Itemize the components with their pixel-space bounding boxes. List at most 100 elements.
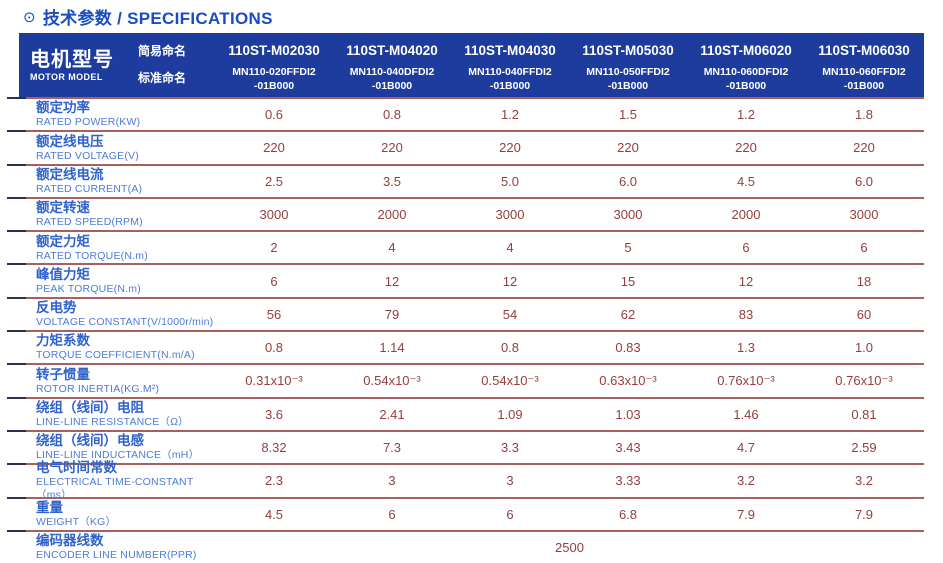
spec-value: 3.2 <box>854 473 874 489</box>
spec-value: 62 <box>620 306 636 322</box>
model-standard-name: MN110-020FFDI2 -01B000 <box>232 66 316 92</box>
spec-label-en: ROTOR INERTIA(KG.M²) <box>36 382 160 395</box>
spec-label-en: WEIGHT（KG） <box>36 515 117 528</box>
model-standard-name: MN110-060FFDI2 -01B000 <box>822 66 906 92</box>
spec-value: 12 <box>384 273 400 289</box>
spec-label-en: RATED POWER(KW) <box>36 116 141 129</box>
spec-label-cn: 峰值力矩 <box>36 266 90 282</box>
spec-value: 79 <box>384 306 400 322</box>
spec-value: 0.31x10⁻³ <box>245 373 303 389</box>
spec-label-cn: 重量 <box>36 499 63 515</box>
spec-value: 7.3 <box>382 440 402 456</box>
spec-value: 2.5 <box>264 173 284 189</box>
spec-label: 额定转速 RATED SPEED(RPM) <box>19 200 215 229</box>
spec-value: 6 <box>270 273 278 289</box>
spec-label-en: VOLTAGE CONSTANT(V/1000r/min) <box>36 316 214 329</box>
spec-value: 4.5 <box>736 173 756 189</box>
model-simple-name: 110ST-M05030 <box>582 43 674 58</box>
row-divider <box>7 196 924 199</box>
spec-value: 2.3 <box>264 473 284 489</box>
spec-value: 1.03 <box>615 406 641 422</box>
spec-label-cn: 额定线电流 <box>36 166 104 182</box>
spec-value: 220 <box>617 140 639 156</box>
spec-value: 0.81 <box>851 406 877 422</box>
spec-row: 绕组（线间）电阻 LINE-LINE RESISTANCE（Ω） 3.6 2.41 1.… <box>19 399 924 430</box>
spec-label: 转子惯量 ROTOR INERTIA(KG.M²) <box>19 367 215 396</box>
spec-label: 反电势 VOLTAGE CONSTANT(V/1000r/min) <box>19 300 215 329</box>
spec-value: 60 <box>856 306 872 322</box>
model-standard-name: MN110-040FFDI2 -01B000 <box>468 66 552 92</box>
spec-value: 12 <box>738 273 754 289</box>
spec-label-en: RATED VOLTAGE(V) <box>36 149 139 162</box>
spec-label: 力矩系数 TORQUE COEFFICIENT(N.m/A) <box>19 333 215 362</box>
spec-value: 220 <box>263 140 285 156</box>
page-title: ⊙ 技术参数 / SPECIFICATIONS <box>0 0 943 33</box>
model-column-header: 110ST-M04030 MN110-040FFDI2 -01B000 <box>451 33 569 97</box>
spec-value: 220 <box>735 140 757 156</box>
model-columns: 110ST-M02030 MN110-020FFDI2 -01B000 110ST-… <box>215 33 923 97</box>
spec-label: 额定线电压 RATED VOLTAGE(V) <box>19 134 215 163</box>
spec-value: 54 <box>502 306 518 322</box>
spec-value: 6 <box>506 506 514 522</box>
spec-value: 0.54x10⁻³ <box>363 373 421 389</box>
simple-name-label: 简易命名 <box>138 44 187 58</box>
motor-model-title-en: MOTOR MODEL <box>30 71 103 82</box>
spec-value: 4 <box>506 240 514 256</box>
spec-value: 1.2 <box>500 107 520 123</box>
spec-label-cn: 反电势 <box>36 300 77 316</box>
spec-label-cn: 额定力矩 <box>36 233 90 249</box>
model-column-header: 110ST-M04020 MN110-040DFDI2 -01B000 <box>333 33 451 97</box>
spec-value: 3.5 <box>382 173 402 189</box>
spec-label-en: LINE-LINE INDUCTANCE（mH） <box>36 449 200 462</box>
spec-label-cn: 额定转速 <box>36 200 90 216</box>
spec-value: 83 <box>738 306 754 322</box>
circled-dot-icon: ⊙ <box>23 8 36 26</box>
spec-value: 6 <box>742 240 750 256</box>
spec-value: 220 <box>499 140 521 156</box>
spec-row: 峰值力矩 PEAK TORQUE(N.m) 6 12 12 15 12 18 <box>19 265 924 296</box>
spec-value: 3.2 <box>736 473 756 489</box>
row-divider <box>7 263 924 266</box>
spec-value: 1.5 <box>618 107 638 123</box>
spec-label-cn: 额定线电压 <box>36 133 104 149</box>
spec-value: 4.5 <box>264 506 284 522</box>
spec-value: 6 <box>860 240 868 256</box>
spec-value: 0.83 <box>615 340 641 356</box>
spec-label: 重量 WEIGHT（KG） <box>19 500 215 529</box>
model-column-header: 110ST-M06020 MN110-060DFDI2 -01B000 <box>687 33 805 97</box>
row-divider <box>7 330 924 333</box>
spec-row: 额定转速 RATED SPEED(RPM) 3000 2000 3000 3000 2000… <box>19 199 924 230</box>
spec-value: 2 <box>270 240 278 256</box>
model-column-header: 110ST-M02030 MN110-020FFDI2 -01B000 <box>215 33 333 97</box>
spec-value: 0.63x10⁻³ <box>599 373 657 389</box>
spec-label-en: TORQUE COEFFICIENT(N.m/A) <box>36 349 195 362</box>
row-divider <box>7 130 924 133</box>
model-column-header: 110ST-M05030 MN110-050FFDI2 -01B000 <box>569 33 687 97</box>
spec-label-en: ELECTRICAL TIME-CONSTANT（ms） <box>36 476 194 501</box>
spec-label: 额定功率 RATED POWER(KW) <box>19 100 215 129</box>
spec-value: 0.8 <box>264 340 284 356</box>
spec-row: 额定功率 RATED POWER(KW) 0.6 0.8 1.2 1.5 1.2 1.8 <box>19 99 924 130</box>
spec-value: 3.3 <box>500 440 520 456</box>
spec-value: 1.14 <box>379 340 405 356</box>
spec-label-en: ENCODER LINE NUMBER(PPR) <box>36 549 197 562</box>
spec-row: 绕组（线间）电感 LINE-LINE INDUCTANCE（mH） 8.32 7.3 3… <box>19 432 924 463</box>
row-divider <box>7 163 924 166</box>
spec-row: 重量 WEIGHT（KG） 4.5 6 6 6.8 7.9 7.9 <box>19 499 924 530</box>
spec-label-en: RATED TORQUE(N.m) <box>36 249 148 262</box>
spec-label-en: RATED CURRENT(A) <box>36 182 143 195</box>
spec-label-en: RATED SPEED(RPM) <box>36 216 143 229</box>
standard-name-label: 标准命名 <box>138 71 187 85</box>
spec-value: 4 <box>388 240 396 256</box>
model-simple-name: 110ST-M06020 <box>700 43 792 58</box>
model-standard-name: MN110-060DFDI2 -01B000 <box>703 66 789 92</box>
row-divider <box>7 296 924 299</box>
model-standard-name: MN110-050FFDI2 -01B000 <box>586 66 670 92</box>
spec-value: 2000 <box>377 207 407 223</box>
model-simple-name: 110ST-M04030 <box>464 43 556 58</box>
spec-value: 0.8 <box>500 340 520 356</box>
row-divider <box>7 396 924 399</box>
spec-value: 0.76x10⁻³ <box>835 373 893 389</box>
spec-label-en: PEAK TORQUE(N.m) <box>36 282 141 295</box>
spec-value: 3.6 <box>264 406 284 422</box>
